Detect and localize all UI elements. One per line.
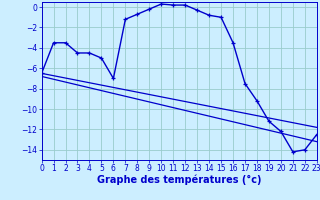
- X-axis label: Graphe des températures (°c): Graphe des températures (°c): [97, 175, 261, 185]
